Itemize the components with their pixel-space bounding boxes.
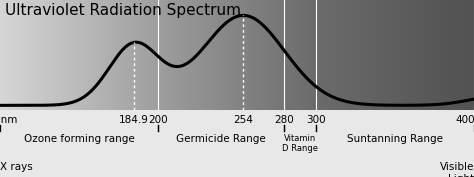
Text: Suntanning Range: Suntanning Range [347, 134, 443, 144]
Text: 254: 254 [233, 115, 253, 125]
Text: X rays: X rays [0, 162, 33, 172]
Text: Vitamin
D Range: Vitamin D Range [282, 134, 318, 153]
Text: 300: 300 [306, 115, 326, 125]
Text: Ozone forming range: Ozone forming range [24, 134, 134, 144]
Text: 184.9: 184.9 [119, 115, 149, 125]
Text: Visible
Light: Visible Light [439, 162, 474, 177]
Text: 280: 280 [274, 115, 294, 125]
Text: Germicide Range: Germicide Range [176, 134, 266, 144]
Text: 200: 200 [148, 115, 168, 125]
Text: 400nm: 400nm [456, 115, 474, 125]
Text: Ultraviolet Radiation Spectrum: Ultraviolet Radiation Spectrum [5, 3, 241, 18]
Text: 100nm: 100nm [0, 115, 18, 125]
